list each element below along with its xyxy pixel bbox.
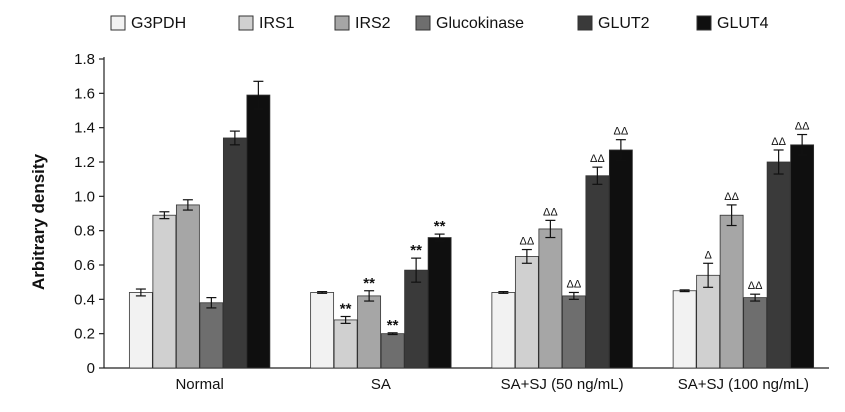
legend-swatch	[334, 15, 350, 31]
x-tick-label: SA+SJ (50 ng/mL)	[501, 376, 624, 393]
chart-legend: G3PDH IRS1 IRS2 Glucokinase GLUT2 GLUT4	[110, 15, 769, 32]
bar	[427, 237, 452, 369]
legend-label: Glucokinase	[436, 15, 524, 32]
legend-label: GLUT2	[598, 15, 650, 32]
significance-label: ΔΔ	[590, 153, 605, 165]
legend-item: IRS1	[238, 15, 295, 32]
bar	[175, 204, 200, 369]
bar	[743, 297, 768, 369]
bar	[246, 94, 271, 369]
y-axis-label: Arbitrary density	[29, 153, 48, 290]
y-tick-label: 0.2	[74, 326, 95, 343]
significance-label: ΔΔ	[614, 126, 629, 138]
legend-swatch	[238, 15, 254, 31]
bar	[672, 290, 697, 369]
significance-label: ΔΔ	[724, 191, 739, 203]
legend-label: G3PDH	[131, 15, 186, 32]
significance-label: **	[387, 317, 399, 334]
bar	[491, 292, 516, 369]
significance-label: **	[434, 218, 446, 235]
bar	[766, 161, 791, 369]
bar	[790, 144, 815, 369]
x-axis: Normal SA SA+SJ (50 ng/mL) SA+SJ (100 ng/mL…	[104, 367, 829, 393]
significance-label: ΔΔ	[543, 206, 558, 218]
significance-label: **	[410, 242, 422, 259]
y-tick-label: 0.8	[74, 223, 95, 240]
legend-label: IRS2	[355, 15, 391, 32]
legend-item: G3PDH	[110, 15, 186, 32]
legend-swatch	[110, 15, 126, 31]
bar-group: ΔΔ ΔΔ ΔΔ ΔΔ ΔΔ	[491, 126, 633, 369]
legend-item: GLUT2	[577, 15, 650, 32]
y-tick-label: 0.4	[74, 291, 95, 308]
figure-caption	[30, 398, 830, 412]
bar	[199, 302, 224, 369]
significance-label: Δ	[704, 249, 712, 261]
bar	[561, 295, 586, 369]
y-tick-label: 0.6	[74, 257, 95, 274]
legend-item: Glucokinase	[415, 15, 524, 32]
x-tick-label: SA+SJ (100 ng/mL)	[678, 376, 809, 393]
legend-label: GLUT4	[717, 15, 769, 32]
x-tick-label: SA	[371, 376, 391, 393]
y-tick-label: 1.0	[74, 188, 95, 205]
bar	[310, 292, 335, 369]
bar	[514, 256, 539, 369]
significance-label: **	[340, 301, 352, 318]
bar	[404, 269, 429, 369]
y-axis: 0 0.2 0.4 0.6 0.8 1.0 1.2 1.4 1.6 1.8	[74, 51, 105, 377]
bar-group: ** ** ** ** **	[310, 218, 452, 369]
bar	[538, 228, 563, 369]
bar	[380, 333, 405, 369]
y-tick-label: 0	[87, 360, 95, 377]
significance-label: ΔΔ	[771, 136, 786, 148]
bar	[222, 137, 247, 369]
significance-label: ΔΔ	[748, 280, 763, 292]
y-tick-label: 1.6	[74, 85, 95, 102]
bar	[152, 214, 177, 369]
y-tick-label: 1.8	[74, 51, 95, 68]
bar	[585, 175, 610, 369]
significance-label: ΔΔ	[520, 236, 535, 248]
bar	[719, 214, 744, 369]
y-tick-label: 1.4	[74, 120, 95, 137]
legend-swatch	[415, 15, 431, 31]
legend-item: GLUT4	[696, 15, 769, 32]
bar	[357, 295, 382, 369]
bar	[333, 319, 358, 369]
significance-label: ΔΔ	[567, 278, 582, 290]
legend-label: IRS1	[259, 15, 295, 32]
significance-label: **	[363, 275, 375, 292]
legend-swatch	[577, 15, 593, 31]
bar-group	[128, 80, 271, 369]
legend-item: IRS2	[334, 15, 391, 32]
legend-swatch	[696, 15, 712, 31]
x-tick-label: Normal	[175, 376, 223, 393]
y-tick-label: 1.2	[74, 154, 95, 171]
bar	[696, 274, 721, 369]
significance-label: ΔΔ	[795, 121, 810, 133]
bar	[608, 149, 633, 369]
bar	[128, 292, 153, 369]
